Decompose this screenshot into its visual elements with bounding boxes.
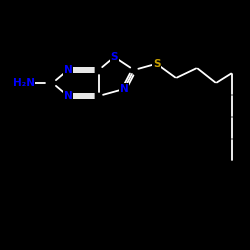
Text: N: N — [120, 84, 128, 94]
Text: N: N — [64, 91, 72, 101]
Text: S: S — [153, 59, 160, 69]
Text: N: N — [64, 65, 72, 75]
Text: S: S — [110, 52, 118, 62]
Text: H₂N: H₂N — [13, 78, 35, 88]
